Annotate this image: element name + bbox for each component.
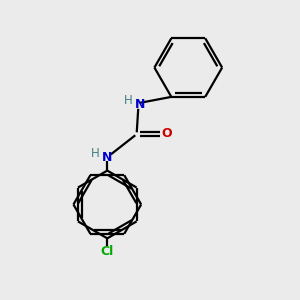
Text: Cl: Cl [101, 245, 114, 258]
Text: N: N [102, 151, 112, 164]
Text: H: H [124, 94, 133, 107]
Text: O: O [161, 127, 172, 140]
Text: H: H [91, 147, 99, 160]
Text: N: N [135, 98, 146, 111]
